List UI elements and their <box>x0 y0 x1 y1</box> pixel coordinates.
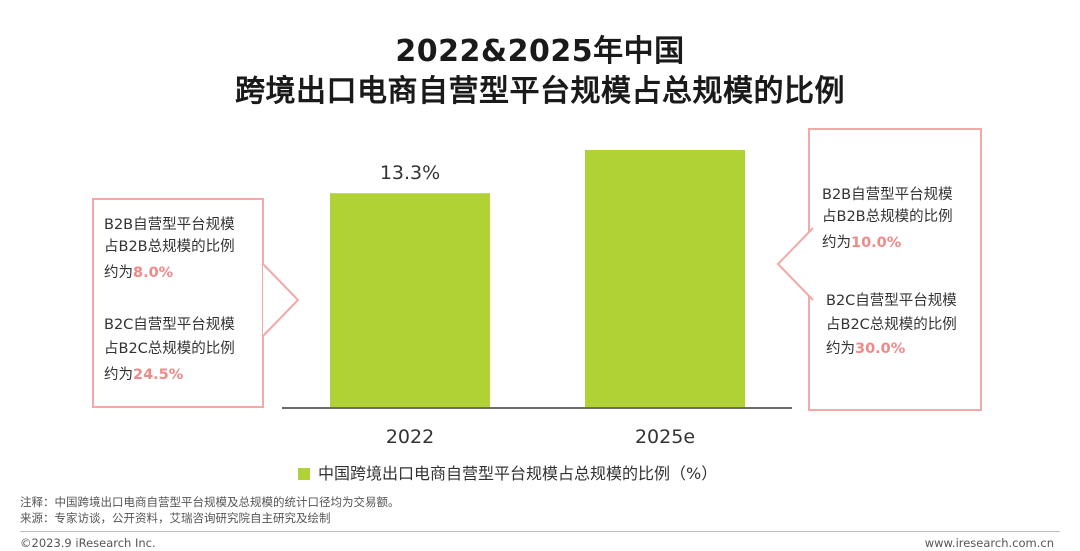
left-callout-b2b-line3: 约为8.0% <box>104 262 173 284</box>
source-note: 来源：专家访谈，公开资料，艾瑞咨询研究院自主研究及绘制 <box>20 511 331 525</box>
right-callout-b2c-line2: 占B2C总规模的比例 <box>826 317 957 333</box>
x-tick-label-2022: 2022 <box>386 426 434 448</box>
right-callout-box <box>808 128 982 411</box>
website-link[interactable]: www.iresearch.com.cn <box>924 536 1054 550</box>
right-callout-b2c-value: 30.0% <box>855 341 906 357</box>
left-callout-b2b-line1: B2B自营型平台规模 <box>104 217 235 233</box>
bar-2025e <box>585 150 745 409</box>
x-tick-label-2025e: 2025e <box>635 426 695 448</box>
legend-label: 中国跨境出口电商自营型平台规模占总规模的比例（%） <box>318 464 718 483</box>
left-callout-b2b-line2: 占B2B总规模的比例 <box>104 239 235 255</box>
right-callout-b2b-line1: B2B自营型平台规模 <box>822 187 953 203</box>
right-callout-b2b-line3: 约为10.0% <box>822 232 901 254</box>
right-callout-pointer <box>776 227 814 301</box>
chart-title-line1: 2022&2025年中国 <box>395 34 685 69</box>
right-callout-b2b-value: 10.0% <box>851 235 902 251</box>
footer-divider <box>20 531 1060 532</box>
right-callout-b2c-line3: 约为30.0% <box>826 338 905 360</box>
bar-2022 <box>330 193 490 408</box>
left-callout-b2c-prefix: 约为 <box>104 367 133 383</box>
footnote: 注释：中国跨境出口电商自营型平台规模及总规模的统计口径均为交易额。 <box>20 495 400 509</box>
right-callout-b2c-line1: B2C自营型平台规模 <box>826 293 957 309</box>
left-callout-b2c-line2: 占B2C总规模的比例 <box>104 341 235 357</box>
legend-swatch <box>298 468 310 480</box>
bar-chart: 13.3%202216.7%2025e <box>330 150 745 448</box>
x-axis-line <box>282 407 792 409</box>
left-callout-box <box>92 198 264 408</box>
left-callout-b2b-prefix: 约为 <box>104 265 133 281</box>
copyright: ©2023.9 iResearch Inc. <box>20 536 156 550</box>
left-callout-b2c-line1: B2C自营型平台规模 <box>104 317 235 333</box>
chart-legend: 中国跨境出口电商自营型平台规模占总规模的比例（%） <box>298 460 717 484</box>
chart-title-line2: 跨境出口电商自营型平台规模占总规模的比例 <box>235 74 845 109</box>
right-callout-b2c-prefix: 约为 <box>826 341 855 357</box>
left-callout-b2b-value: 8.0% <box>133 265 174 281</box>
left-callout-pointer <box>262 263 300 337</box>
left-callout-b2c-value: 24.5% <box>133 367 184 383</box>
data-label-2022: 13.3% <box>380 162 440 184</box>
right-callout-b2b-line2: 占B2B总规模的比例 <box>822 209 953 225</box>
right-callout-b2b-prefix: 约为 <box>822 235 851 251</box>
left-callout-b2c-line3: 约为24.5% <box>104 364 183 386</box>
